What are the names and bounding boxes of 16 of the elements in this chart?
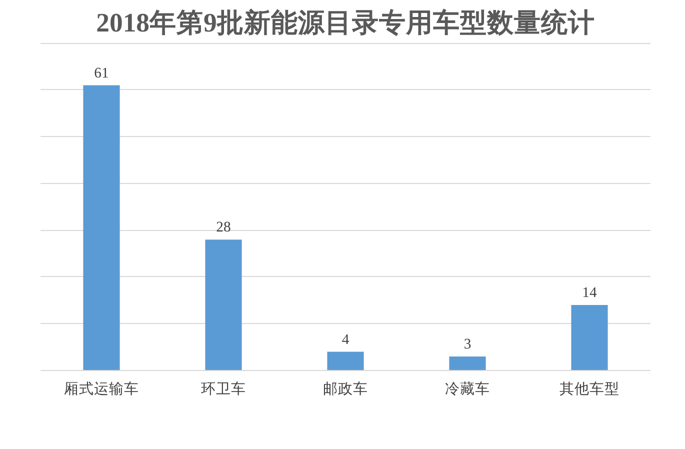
- bar: [571, 305, 608, 370]
- data-label: 61: [94, 65, 109, 82]
- chart-title: 2018年第9批新能源目录专用车型数量统计: [96, 8, 595, 38]
- data-label: 14: [582, 285, 598, 302]
- x-tick-label: 冷藏车: [445, 380, 490, 398]
- bar: [449, 356, 486, 370]
- x-tick-label: 邮政车: [323, 380, 368, 398]
- data-label: 28: [216, 220, 231, 236]
- x-tick-label: 厢式运输车: [64, 380, 139, 398]
- bar: [83, 85, 120, 370]
- bar: [327, 352, 364, 370]
- bar: [205, 240, 242, 370]
- data-label: 4: [342, 332, 350, 348]
- data-label: 3: [464, 336, 472, 352]
- x-tick-label: 环卫车: [201, 380, 246, 398]
- x-tick-label: 其他车型: [560, 380, 620, 398]
